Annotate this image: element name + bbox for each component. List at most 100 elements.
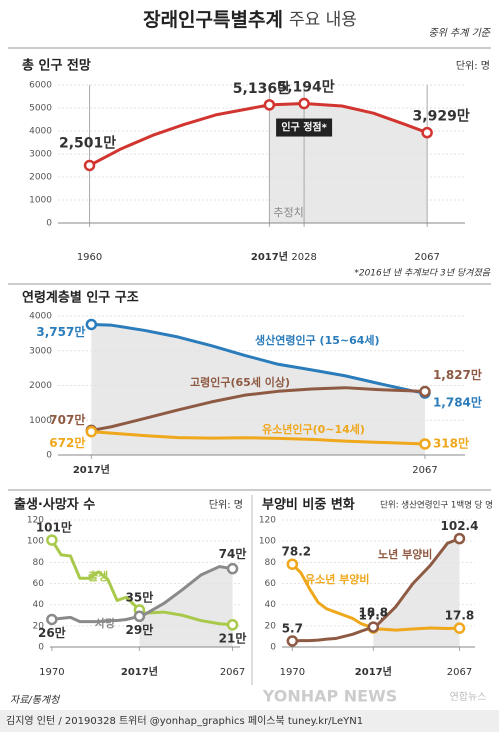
value-label: 1,827만 (433, 367, 482, 382)
annotation-box (276, 118, 333, 137)
y-tick-label: 4000 (29, 127, 52, 137)
value-label: 26만 (38, 625, 66, 640)
series-label: 생산연령인구 (15~64세) (255, 333, 380, 347)
x-tick-label: 2017년 (121, 665, 158, 678)
x-tick-label: 2067 (412, 465, 437, 476)
unit-label: 단위: 명 (456, 59, 490, 72)
y-tick-label: 0 (38, 643, 44, 653)
series-line (51, 565, 233, 624)
watermark: YONHAP NEWS (262, 687, 398, 706)
series-line (91, 322, 426, 395)
chart-title: 총 인구 전망 (22, 58, 91, 74)
point-marker (83, 159, 96, 172)
y-tick-label: 1000 (29, 416, 52, 426)
x-tick-label: 2017년 (73, 463, 110, 476)
y-tick-label: 40 (265, 600, 277, 610)
value-label: 35만 (126, 589, 154, 604)
x-tick-label: 2017년 (355, 665, 392, 678)
point-marker (85, 318, 98, 331)
point-marker (421, 126, 433, 139)
y-tick-label: 20 (265, 621, 277, 631)
value-label: 707만 (49, 412, 85, 427)
series-line (292, 537, 461, 643)
shaded-area (139, 566, 233, 647)
value-label: 1,784만 (433, 395, 482, 410)
credit-bar (0, 710, 499, 732)
y-tick-label: 40 (33, 600, 45, 610)
point-marker (46, 534, 58, 546)
value-label: 78.2 (282, 545, 312, 559)
chart-title: 연령계층별 인구 구조 (22, 290, 139, 306)
title-sub: 주요 내용 (289, 10, 357, 30)
point-marker (367, 621, 380, 633)
series-label: 출생 (88, 569, 108, 583)
value-label: 101만 (36, 520, 72, 535)
page-title: 장래인구특별추계 주요 내용 (143, 9, 357, 31)
point-marker (286, 558, 299, 570)
y-tick-label: 120 (27, 516, 44, 526)
value-label: 2,501만 (59, 135, 116, 151)
y-tick-label: 0 (46, 219, 52, 229)
series-line (50, 539, 233, 627)
value-label: 29만 (126, 622, 154, 637)
series-line (88, 102, 428, 167)
value-label: 17.8 (445, 609, 475, 623)
chart-background-layer (58, 315, 465, 459)
point-marker (419, 438, 431, 450)
chart-title: 출생·사망자 수 (14, 497, 95, 513)
y-tick-label: 20 (33, 621, 45, 631)
value-label: 672만 (49, 435, 85, 450)
basis-note: 중위 추계 기준 (428, 27, 490, 39)
point-marker (85, 425, 98, 438)
series-label: 노년 부양비 (378, 547, 432, 561)
unit-label: 단위: 명 (209, 498, 243, 511)
series-label: 사망 (95, 616, 115, 630)
footnote: *2016년 낸 추계보다 3년 당겨졌음 (354, 268, 490, 279)
value-label: 74만 (219, 546, 247, 561)
series-line (91, 386, 426, 432)
y-tick-label: 5000 (29, 104, 52, 114)
chart-title: 부양비 비중 변화 (262, 497, 355, 513)
point-marker (226, 562, 239, 575)
point-marker (298, 97, 310, 110)
source: 자료/통계청 (10, 694, 61, 706)
point-marker (46, 613, 58, 626)
point-marker (286, 635, 299, 647)
y-tick-label: 60 (265, 579, 277, 589)
y-tick-label: 3000 (29, 346, 52, 356)
shaded-area (373, 538, 460, 647)
point-marker (263, 99, 276, 111)
y-tick-label: 120 (259, 516, 276, 526)
value-label: 17.9 (359, 609, 389, 623)
shaded-area (91, 324, 425, 455)
credit: 김지영 인턴 / 20190328 트위터 @yonhap_graphics 페… (6, 714, 363, 727)
point-marker (453, 622, 466, 634)
annotation: 인구 정점* (281, 121, 327, 134)
y-tick-label: 100 (27, 537, 44, 547)
series-label: 유소년인구(0~14세) (262, 422, 365, 436)
y-tick-label: 4000 (29, 312, 52, 322)
y-tick-label: 0 (270, 643, 276, 653)
x-tick-label: 1960 (77, 252, 102, 263)
x-tick-label: 2017년 (251, 250, 288, 263)
y-tick-label: 100 (259, 537, 276, 547)
series-line (291, 563, 460, 632)
annotation: 추정치 (273, 206, 303, 219)
value-label: 21만 (219, 630, 247, 645)
series-label: 고령인구(65세 이상) (190, 375, 290, 389)
point-marker (453, 532, 466, 545)
x-tick-label: 1970 (280, 667, 305, 678)
x-tick-label: 2028 (291, 252, 316, 263)
point-marker (226, 619, 239, 631)
unit-label: 단위: 생산연령인구 1백명 당 명 (380, 500, 493, 511)
y-tick-label: 80 (265, 558, 277, 568)
value-label: 3,757만 (36, 324, 85, 339)
title-main: 장래인구특별추계 (143, 9, 283, 31)
y-tick-label: 60 (33, 579, 45, 589)
y-tick-label: 2000 (29, 381, 52, 391)
series-label: 유소년 부양비 (305, 572, 370, 586)
y-tick-label: 2000 (29, 173, 52, 183)
y-tick-label: 6000 (29, 81, 52, 91)
y-tick-label: 0 (46, 451, 52, 461)
